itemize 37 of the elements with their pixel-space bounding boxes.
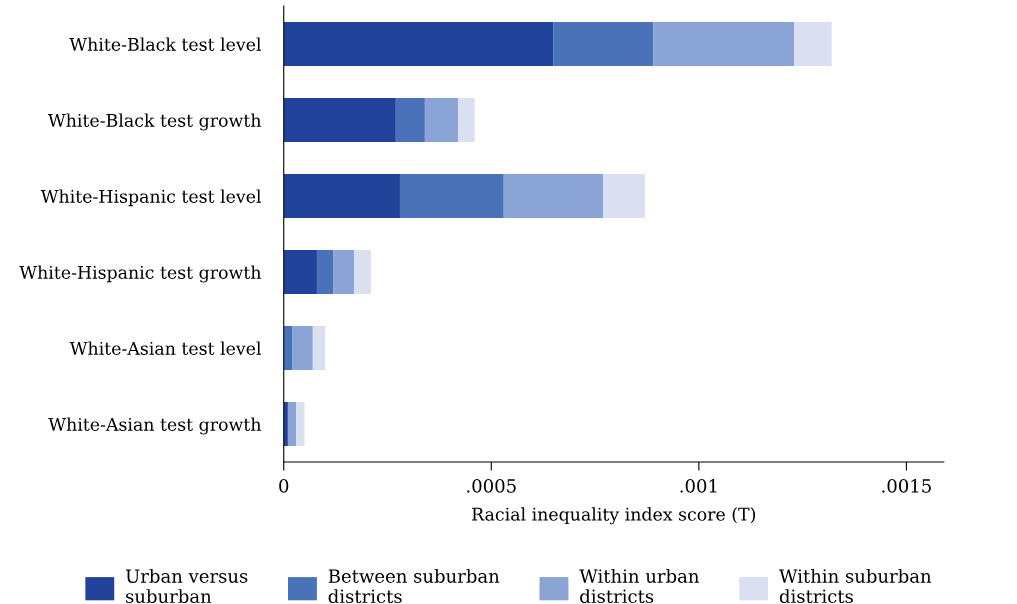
bar <box>333 250 355 295</box>
x-tick-label: 0 <box>279 479 289 493</box>
y-tick-label: White-Hispanic test level <box>40 189 261 207</box>
bar <box>312 326 326 371</box>
y-tick-label: White-Asian test level <box>69 341 261 355</box>
x-axis-title: Racial inequality index score (T) <box>472 507 756 525</box>
bar <box>316 250 334 295</box>
legend-label: Within suburban districts <box>779 568 932 604</box>
y-tick-label: White-Asian test growth <box>48 417 262 435</box>
bar <box>296 402 305 447</box>
bar <box>553 22 654 67</box>
bar <box>287 402 297 447</box>
bar <box>653 22 795 67</box>
bar <box>283 98 396 143</box>
bar <box>794 22 832 67</box>
x-tick-label: .0015 <box>882 479 931 493</box>
bar <box>399 174 504 219</box>
bar <box>283 402 288 447</box>
legend-label: Between suburban districts <box>328 568 500 604</box>
x-tick-label: .001 <box>680 479 717 493</box>
bar <box>458 98 475 143</box>
legend-label: Urban versus suburban <box>125 568 248 604</box>
y-tick-label: White-Black test growth <box>47 113 262 131</box>
bar <box>503 174 604 219</box>
y-tick-label: White-Black test level <box>69 37 261 51</box>
bar <box>283 174 400 219</box>
bar <box>395 98 425 143</box>
bar <box>283 250 317 295</box>
bar <box>292 326 313 371</box>
y-tick-label: White-Hispanic test growth <box>19 265 262 283</box>
x-tick-label: .0005 <box>467 479 516 493</box>
bar <box>603 174 645 219</box>
bar <box>424 98 459 143</box>
bar <box>283 326 293 371</box>
legend-label: Within urban districts <box>579 568 699 604</box>
bar <box>283 22 554 67</box>
bar <box>354 250 371 295</box>
